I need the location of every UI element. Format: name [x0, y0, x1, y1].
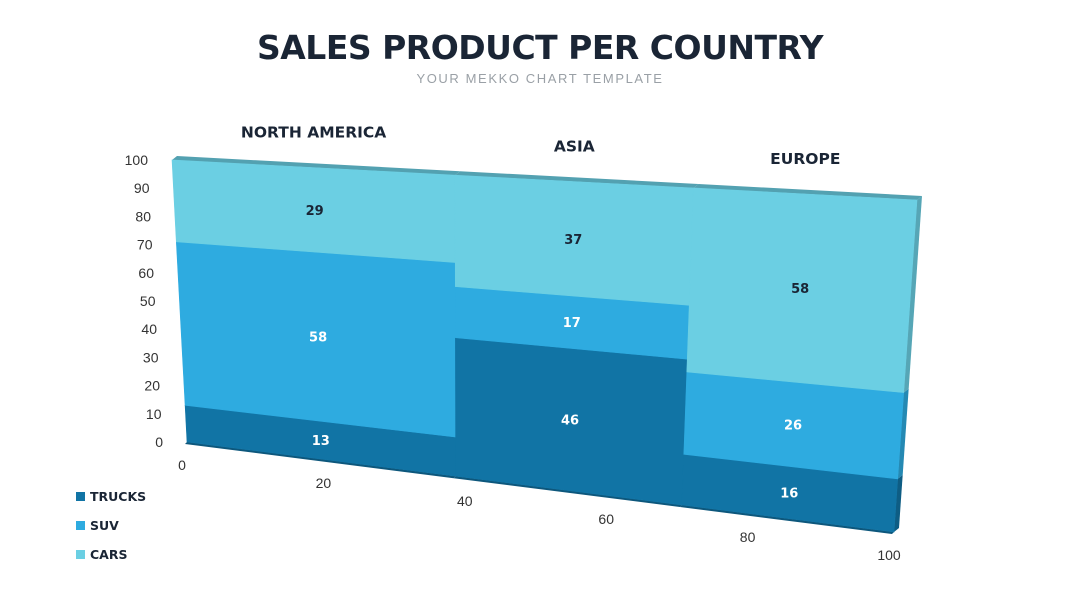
y-tick-label: 90: [134, 180, 150, 196]
plot-segments: [171, 159, 918, 533]
x-tick-label: 80: [740, 529, 756, 545]
legend-swatch-trucks: [76, 492, 85, 501]
data-label-asia-trucks: 46: [561, 414, 579, 429]
x-tick-label: 40: [457, 493, 473, 509]
y-tick-label: 50: [140, 293, 156, 309]
category-label-europe: EUROPE: [770, 150, 840, 168]
depth-bottom-europe: [679, 505, 894, 534]
y-axis-ticks: 0 10 20 30 40 50 60 70 80 90 100: [125, 152, 164, 450]
legend-label-suv: SUV: [90, 518, 119, 533]
y-tick-label: 20: [144, 378, 160, 394]
plot-depth-sides: [172, 156, 922, 534]
depth-side-right-suv: [897, 388, 909, 479]
legend-swatch-suv: [76, 521, 85, 530]
data-label-asia-cars: 37: [564, 233, 582, 248]
y-tick-label: 80: [135, 208, 151, 224]
x-axis-ticks: 0 20 40 60 80 100: [178, 457, 901, 563]
data-label-north-america-trucks: 13: [312, 434, 330, 449]
segment-europe-cars: [686, 187, 918, 393]
depth-top-europe: [693, 184, 922, 200]
legend-swatch-cars: [76, 550, 85, 559]
legend-item-cars: CARS: [76, 540, 146, 569]
x-tick-label: 0: [178, 457, 186, 473]
category-labels: NORTH AMERICA ASIA EUROPE: [241, 124, 841, 168]
y-tick-label: 100: [125, 152, 149, 168]
depth-top-north-america: [172, 156, 461, 176]
y-tick-label: 70: [137, 237, 153, 253]
data-label-europe-trucks: 16: [780, 487, 798, 502]
y-tick-label: 10: [146, 406, 162, 422]
y-tick-label: 0: [155, 434, 163, 450]
legend-item-trucks: TRUCKS: [76, 482, 146, 511]
category-label-asia: ASIA: [554, 138, 595, 156]
plot-data-labels: 13 58 29 46 17 37 16 26 58: [306, 204, 810, 502]
data-label-europe-cars: 58: [791, 282, 809, 297]
legend: TRUCKS SUV CARS: [76, 482, 146, 569]
page-title: SALES PRODUCT PER COUNTRY: [256, 28, 824, 67]
legend-item-suv: SUV: [76, 511, 146, 540]
data-label-north-america-cars: 29: [306, 204, 324, 219]
page-subtitle: YOUR MEKKO CHART TEMPLATE: [416, 71, 664, 86]
category-label-north-america: NORTH AMERICA: [241, 124, 386, 142]
x-tick-label: 60: [598, 511, 614, 527]
depth-side-right-cars: [903, 196, 922, 393]
depth-bottom-asia: [453, 476, 682, 507]
legend-label-trucks: TRUCKS: [90, 489, 147, 504]
legend-label-cars: CARS: [90, 547, 128, 562]
x-tick-label: 20: [316, 475, 332, 491]
y-tick-label: 30: [143, 349, 159, 365]
data-label-europe-suv: 26: [784, 418, 802, 433]
depth-bottom-north-america: [185, 442, 456, 479]
x-tick-label: 100: [877, 547, 901, 563]
data-label-north-america-suv: 58: [309, 331, 327, 346]
y-tick-label: 60: [138, 265, 154, 281]
depth-top-asia: [455, 171, 699, 188]
data-label-asia-suv: 17: [563, 316, 581, 331]
depth-side-right-trucks: [894, 474, 903, 532]
y-tick-label: 40: [141, 321, 157, 337]
